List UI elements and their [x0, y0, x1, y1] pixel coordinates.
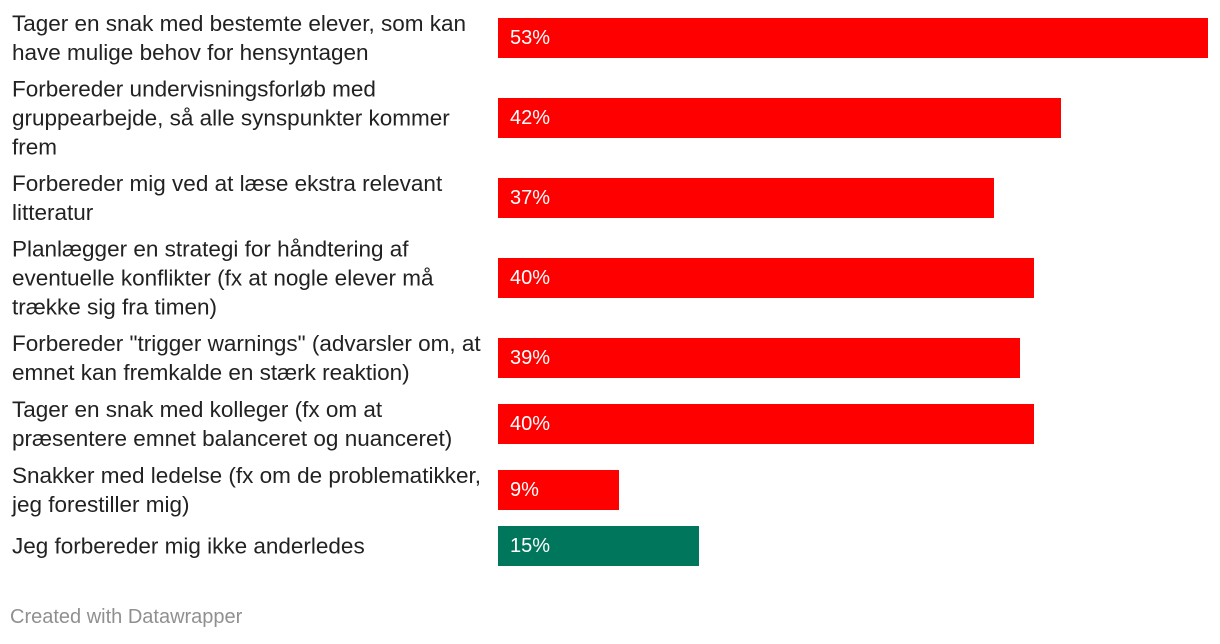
category-label: Planlægger en strategi for håndtering af…	[12, 236, 434, 320]
bar-value-label: 42%	[510, 107, 551, 129]
category-label: Tager en snak med bestemte elever, som k…	[12, 11, 466, 65]
category-label: Forbereder "trigger warnings" (advarsler…	[12, 331, 481, 385]
bar	[498, 404, 1034, 444]
category-label: Jeg forbereder mig ikke anderledes	[12, 533, 365, 559]
bar	[498, 338, 1020, 378]
bar	[498, 178, 994, 218]
bar	[498, 526, 699, 566]
bar-value-label: 53%	[510, 27, 551, 49]
datawrapper-credit: Created with Datawrapper	[10, 606, 243, 628]
category-label: Snakker med ledelse (fx om de problemati…	[12, 463, 481, 517]
bar-value-label: 37%	[510, 187, 551, 209]
bar-value-label: 39%	[510, 347, 551, 369]
bar-value-label: 15%	[510, 535, 551, 557]
category-label: Tager en snak med kolleger (fx om at præ…	[12, 397, 453, 451]
bar	[498, 258, 1034, 298]
bar-value-label: 40%	[510, 413, 551, 435]
bar-value-label: 9%	[510, 479, 539, 501]
category-label: Forbereder mig ved at læse ekstra releva…	[12, 171, 443, 225]
category-label: Forbereder undervisningsforløb med grupp…	[12, 76, 450, 160]
bar	[498, 98, 1061, 138]
bar-chart: Tager en snak med bestemte elever, som k…	[12, 11, 1208, 566]
bar	[498, 470, 619, 510]
bar-value-label: 40%	[510, 267, 551, 289]
bar	[498, 18, 1208, 58]
